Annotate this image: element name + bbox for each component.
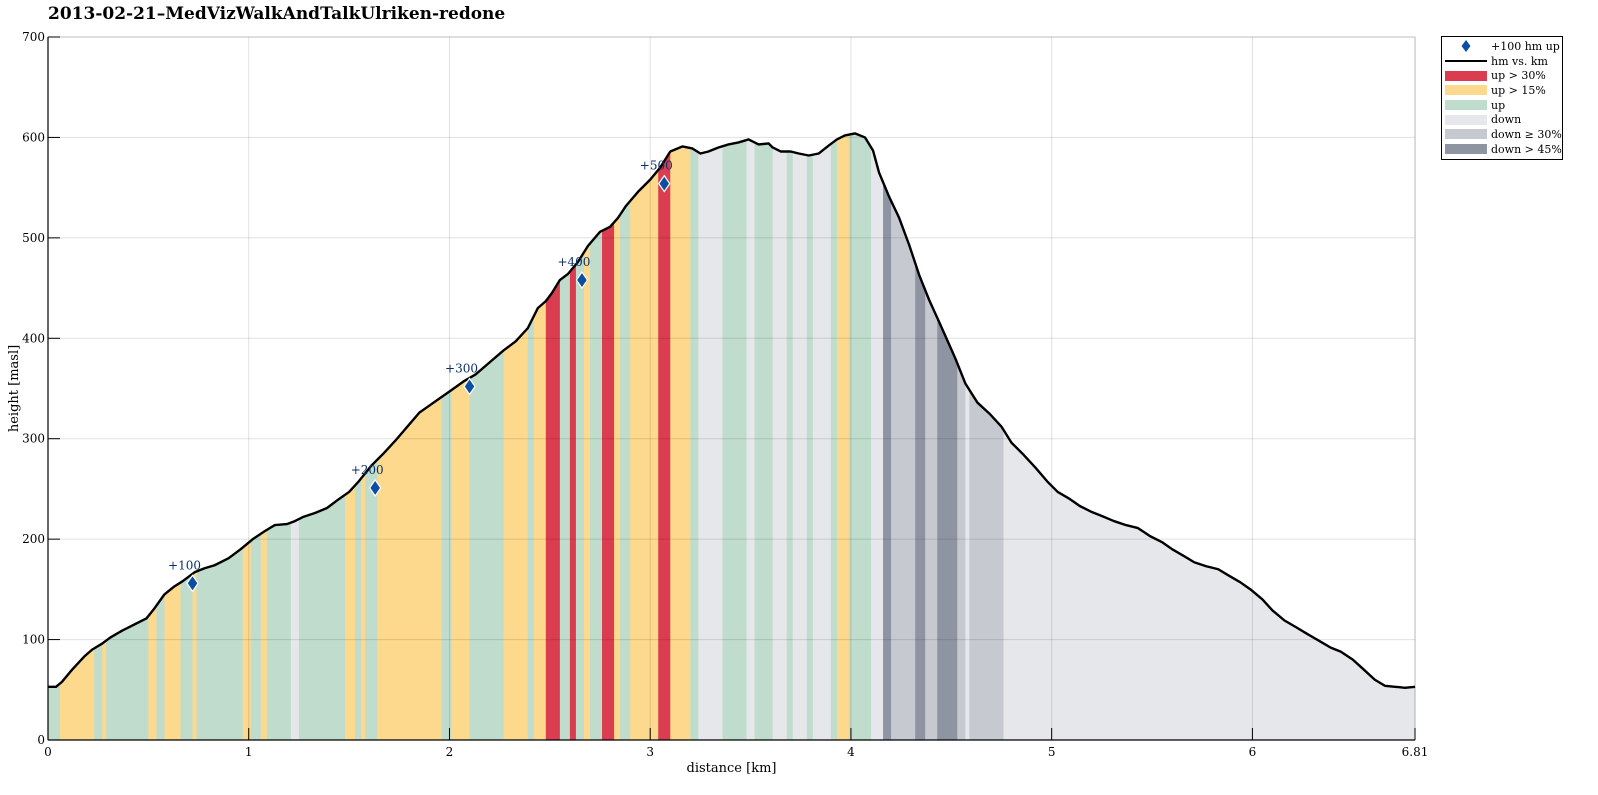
y-tick-label: 400 <box>22 331 45 345</box>
legend-label: hm vs. km <box>1491 54 1548 68</box>
above-profile-mask <box>48 37 1415 688</box>
milestone-label: +500 <box>640 159 673 173</box>
legend-label: up > 15% <box>1491 83 1546 97</box>
y-tick-label: 0 <box>37 733 45 747</box>
legend-swatch <box>1445 144 1487 155</box>
band-up <box>527 37 535 740</box>
legend-label: up <box>1491 98 1506 112</box>
band-down <box>812 37 832 740</box>
band-down <box>772 37 788 740</box>
milestone-marker <box>658 174 671 193</box>
legend-swatch <box>1445 60 1487 63</box>
band-up <box>620 37 631 740</box>
x-tick-label: 5 <box>1048 745 1056 759</box>
legend-item: up > 15% <box>1442 83 1562 98</box>
y-tick-label: 100 <box>22 633 45 647</box>
milestone-label: +100 <box>168 558 201 572</box>
band-down <box>746 37 755 740</box>
legend-swatch <box>1445 70 1487 81</box>
band-up15 <box>836 37 850 740</box>
sky-mask <box>48 37 1415 688</box>
milestone-label: +200 <box>351 463 384 477</box>
band-up <box>830 37 838 740</box>
y-tick-label: 700 <box>22 30 45 44</box>
band-down30 <box>957 37 966 740</box>
milestone-marker <box>575 270 589 290</box>
band-up <box>559 37 571 740</box>
legend-swatch <box>1445 129 1487 140</box>
milestone-label: +300 <box>445 361 478 375</box>
legend-label: down <box>1491 113 1522 127</box>
band-up <box>806 37 814 740</box>
legend: +100 hm up hm vs. km up > 30% up > 15% up dow… <box>1441 36 1563 160</box>
legend-label: +100 hm up <box>1491 39 1560 53</box>
band-up15 <box>614 37 621 740</box>
legend-item: down ≥ 30% <box>1442 127 1562 142</box>
legend-swatch <box>1445 114 1487 125</box>
band-up15 <box>583 37 591 740</box>
x-tick-label: 4 <box>847 745 855 759</box>
legend-swatch <box>1445 100 1487 111</box>
band-up15 <box>670 37 691 740</box>
y-axis-label: height [masl] <box>7 345 22 432</box>
band-up30 <box>569 37 577 740</box>
milestone-marker <box>186 574 199 593</box>
x-tick-label: 6.81 <box>1402 745 1429 759</box>
legend-item: +100 hm up <box>1442 39 1562 54</box>
milestone-label: +400 <box>557 255 590 269</box>
legend-item: down <box>1442 112 1562 127</box>
band-up <box>722 37 747 740</box>
legend-label: down > 45% <box>1491 142 1562 156</box>
band-up <box>690 37 699 740</box>
y-tick-label: 200 <box>22 532 45 546</box>
legend-item: up > 30% <box>1442 68 1562 83</box>
legend-item: down > 45% <box>1442 142 1562 157</box>
x-tick-label: 2 <box>446 745 454 759</box>
x-axis-label: distance [km] <box>687 761 777 776</box>
band-up <box>575 37 585 740</box>
y-tick-label: 300 <box>22 432 45 446</box>
x-tick-label: 1 <box>245 745 253 759</box>
band-up <box>848 37 872 740</box>
legend-item: hm vs. km <box>1442 54 1562 69</box>
band-down <box>792 37 808 740</box>
band-down45 <box>883 37 892 740</box>
gridlines <box>48 37 1415 740</box>
y-tick-label: 600 <box>22 130 45 144</box>
milestone-markers: +100 +200 +300 +400 +500 <box>168 159 673 593</box>
x-tick-label: 6 <box>1249 745 1257 759</box>
legend-label: up > 30% <box>1491 69 1546 83</box>
x-tick-label: 3 <box>646 745 654 759</box>
legend-swatch <box>1445 39 1487 53</box>
legend-item: up <box>1442 98 1562 113</box>
milestone-marker <box>463 377 476 396</box>
legend-label: down ≥ 30% <box>1491 127 1562 141</box>
legend-swatch <box>1445 85 1487 96</box>
profile-line <box>48 132 1416 689</box>
y-tick-label: 500 <box>22 231 45 245</box>
band-up <box>786 37 794 740</box>
band-up30 <box>658 37 671 740</box>
milestone-marker <box>368 478 382 497</box>
band-down <box>871 37 884 740</box>
profile-line-group <box>48 132 1416 689</box>
band-down45 <box>915 37 926 740</box>
chart-title: 2013-02-21–MedVizWalkAndTalkUlriken-redo… <box>48 4 506 24</box>
axes: 0 1 2 3 4 5 6 6.81 0 100 200 300 400 500 600 700 distanc… <box>7 30 1428 776</box>
band-up <box>754 37 774 740</box>
x-tick-label: 0 <box>44 745 52 759</box>
